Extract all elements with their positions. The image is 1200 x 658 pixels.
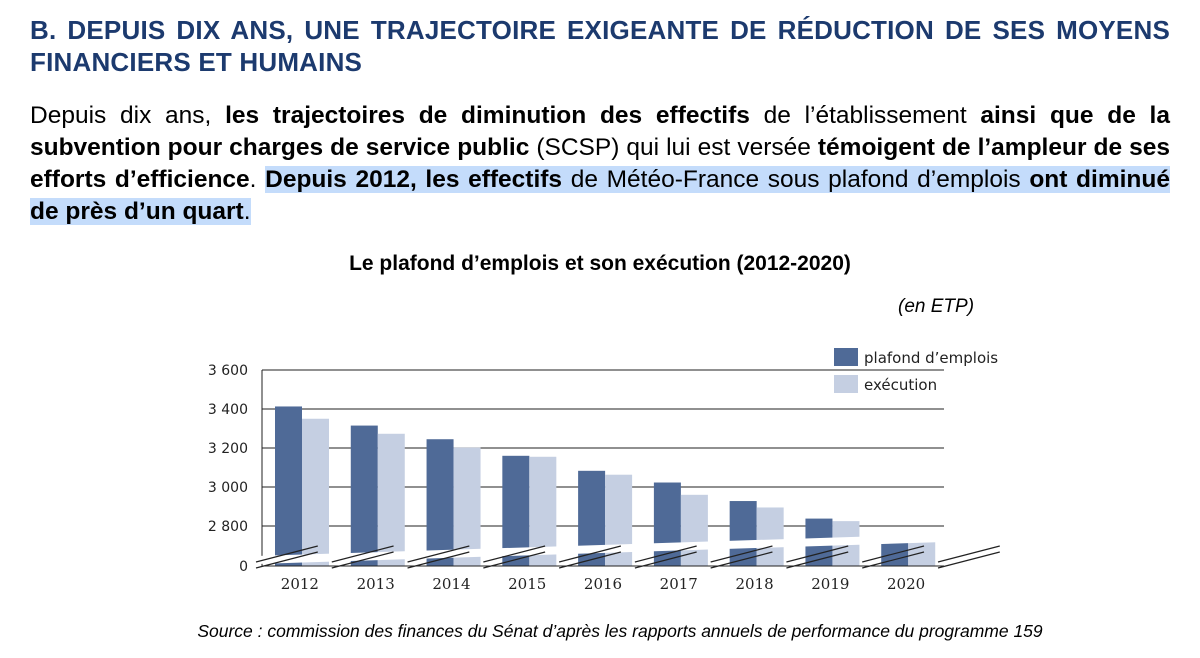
y-tick-label: 0 — [239, 559, 248, 575]
x-tick-label: 2012 — [281, 575, 319, 593]
body-paragraph: Depuis dix ans, les trajectoires de dimi… — [30, 100, 1170, 228]
axis-break-line — [634, 545, 697, 563]
x-tick-label: 2019 — [811, 575, 849, 593]
bar-plafond — [653, 482, 681, 566]
axis-break-line — [407, 545, 470, 563]
para-bold-2: ainsi que de la subvention pour charges … — [30, 102, 1170, 161]
axis-break-line — [937, 551, 1000, 569]
axis-break-line — [634, 551, 697, 569]
x-tick-label: 2020 — [887, 575, 925, 593]
axis-break-line — [862, 545, 925, 563]
axis-break-line — [483, 545, 546, 563]
x-tick-label: 2015 — [508, 575, 546, 593]
axis-break-line — [558, 551, 622, 569]
y-tick-label: 3 200 — [208, 441, 248, 457]
x-tick-label: 2018 — [735, 575, 773, 593]
legend-swatch — [834, 348, 858, 366]
bar-plafond — [275, 406, 302, 566]
axis-break-line — [331, 551, 394, 569]
legend-swatch — [834, 375, 858, 393]
unit-label: (en ETP) — [898, 296, 975, 317]
section-heading: B. DEPUIS DIX ANS, UNE TRAJECTOIRE EXIGE… — [30, 15, 1170, 77]
x-tick-label: 2014 — [432, 575, 470, 593]
chart-title: Le plafond d’emplois et son exécution (2… — [349, 252, 851, 275]
para-text-3: (SCSP) qui lui est versée — [529, 134, 818, 161]
bar-execution — [453, 447, 481, 566]
para-bold-5: ont diminué de près d’un quart — [30, 166, 1170, 225]
axis-break-line — [407, 551, 470, 569]
para-text-2: de l’établissement — [749, 102, 981, 129]
para-bold-3: témoigent de l’ampleur de ses efforts d’… — [30, 134, 1170, 193]
axis-break-line — [483, 551, 546, 569]
para-text-4: . — [249, 166, 266, 193]
axis-break-line — [710, 545, 773, 563]
para-text-1: Depuis dix ans, — [30, 102, 226, 129]
y-tick-label: 3 000 — [208, 480, 248, 496]
legend-label: exécution — [864, 376, 937, 394]
bar-execution — [756, 507, 784, 566]
bar-execution — [680, 494, 708, 566]
axis-break-line — [710, 551, 773, 569]
axis-break-line — [558, 545, 622, 563]
bar-execution — [302, 418, 329, 566]
bar-execution — [377, 433, 405, 566]
bar-plafond — [729, 501, 757, 566]
y-tick-label: 3 600 — [208, 363, 248, 379]
x-tick-label: 2013 — [357, 575, 395, 593]
para-text-5: de Météo-France sous plafond d’emplois — [562, 166, 1030, 193]
axis-break-line — [255, 551, 318, 569]
x-tick-label: 2016 — [584, 575, 622, 593]
legend-label: plafond d’emplois — [864, 349, 998, 367]
axis-break-line — [786, 545, 849, 563]
axis-break-line — [862, 551, 925, 569]
axis-break-line — [786, 551, 849, 569]
para-bold-1: les trajectoires de diminution des effec… — [225, 102, 750, 129]
y-tick-label: 2 800 — [208, 519, 248, 535]
axis-break-line — [937, 545, 1000, 563]
axis-break-line — [255, 545, 318, 563]
source-note: Source : commission des finances du Séna… — [197, 621, 1043, 641]
bar-plafond — [350, 425, 378, 566]
y-tick-label: 3 400 — [208, 402, 248, 418]
para-text-6: . — [243, 198, 251, 225]
axis-break-line — [331, 545, 394, 563]
x-tick-label: 2017 — [660, 575, 698, 593]
para-bold-4: Depuis 2012, les effectifs — [265, 166, 563, 193]
bar-plafond — [426, 439, 454, 566]
